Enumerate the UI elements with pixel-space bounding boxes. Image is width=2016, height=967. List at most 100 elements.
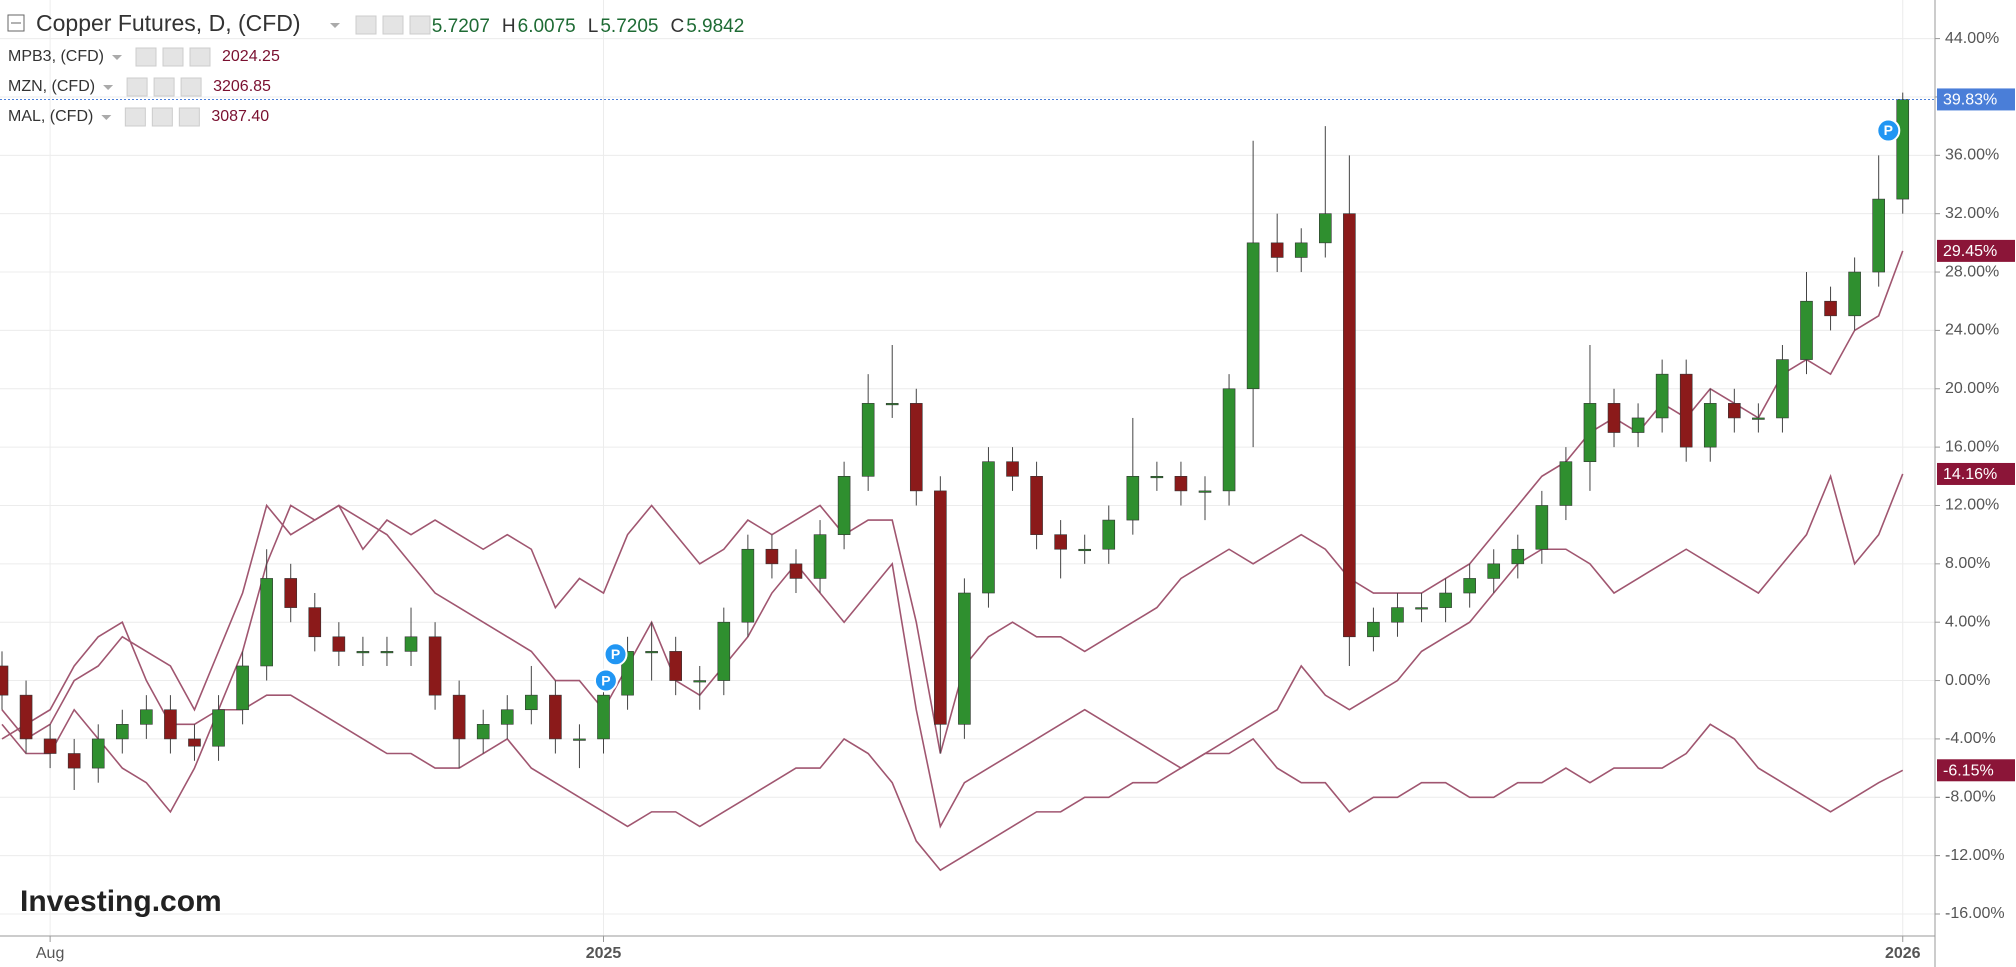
legend-icon[interactable]: [189, 47, 211, 67]
dropdown-arrow[interactable]: [101, 115, 112, 120]
candle-body: [1054, 534, 1067, 550]
legend-icon[interactable]: [126, 77, 148, 97]
y-tick-label: 16.00%: [1945, 438, 1999, 455]
candle-body: [837, 475, 851, 535]
x-tick-label: Aug: [36, 945, 64, 962]
last-value-label: 29.45%: [1943, 243, 1997, 260]
last-value-box: [1937, 462, 2015, 485]
dropdown-arrow[interactable]: [330, 23, 340, 28]
y-tick-label: -16.00%: [1945, 905, 2005, 922]
candle-body: [1631, 417, 1645, 433]
y-tick-label: 28.00%: [1945, 263, 1999, 280]
candle-body: [549, 694, 562, 740]
candle-body: [885, 403, 899, 406]
candle-body: [693, 680, 707, 683]
legend-icon[interactable]: [382, 15, 404, 35]
candle-body: [1222, 388, 1236, 492]
y-tick-label: 8.00%: [1945, 555, 1990, 572]
candle-body: [1294, 242, 1308, 258]
marker-label: P: [601, 672, 610, 688]
legend-icon[interactable]: [409, 15, 431, 35]
candle-body: [476, 724, 490, 740]
legend-icon[interactable]: [151, 107, 173, 127]
legend-icon[interactable]: [178, 107, 200, 127]
candle-body: [428, 636, 442, 696]
y-tick-label: 24.00%: [1945, 322, 1999, 339]
legend-icon[interactable]: [135, 47, 157, 67]
candle-body: [525, 694, 538, 711]
candle-body: [1319, 213, 1332, 244]
candle-body: [1270, 242, 1284, 258]
candle-body: [1872, 198, 1885, 273]
candle-body: [1752, 417, 1765, 420]
marker[interactable]: [1876, 118, 1901, 143]
candle-body: [1607, 403, 1621, 433]
candle-body: [1535, 505, 1549, 550]
marker-label: P: [1884, 122, 1893, 138]
candle-body: [212, 709, 225, 747]
last-value-box: [1937, 239, 2015, 262]
candle-body: [1246, 242, 1260, 390]
candle-body: [1655, 373, 1669, 419]
candle-body: [116, 724, 129, 740]
candle-body: [789, 563, 803, 579]
y-tick-label: 36.00%: [1945, 147, 1999, 164]
legend-name: MZN, (CFD): [8, 78, 95, 95]
candle-body: [332, 636, 346, 652]
legend-icon[interactable]: [162, 47, 184, 67]
candle-body: [1463, 578, 1476, 594]
candle-body: [597, 694, 610, 740]
y-tick-label: 44.00%: [1945, 30, 1999, 47]
legend: Copper Futures, D, (CFD) O5.7207H6.0075L…: [7, 10, 744, 127]
candle-body: [909, 403, 923, 492]
candle-body: [164, 709, 177, 740]
legend-icon[interactable]: [355, 15, 377, 35]
candle-body: [43, 738, 57, 754]
y-tick-label: -4.00%: [1945, 730, 1996, 747]
candle-body: [1174, 475, 1188, 492]
legend-last: 2024.25: [222, 48, 280, 65]
legend-icon[interactable]: [180, 77, 202, 97]
x-tick-label: 2026: [1885, 945, 1921, 962]
y-tick-label: 0.00%: [1945, 672, 1990, 689]
series-line: [1, 621, 1904, 872]
x-tick-label: 2025: [586, 945, 622, 962]
candle-body: [861, 403, 875, 477]
candle-body: [741, 548, 755, 623]
last-value-label: -6.15%: [1943, 763, 1994, 780]
candle-body: [188, 738, 201, 747]
candle-body: [813, 534, 827, 579]
candle-body: [1102, 519, 1116, 550]
ohlc-key: C: [670, 16, 684, 37]
candle-body: [1800, 300, 1813, 360]
ohlc-value: 5.9842: [686, 16, 744, 37]
candle-body: [1150, 475, 1164, 479]
candle-body: [982, 461, 995, 594]
candle-body: [765, 548, 779, 565]
dropdown-arrow[interactable]: [112, 55, 122, 60]
dropdown-arrow[interactable]: [103, 85, 114, 90]
candle-body: [1559, 461, 1573, 506]
candle-body: [380, 651, 394, 654]
candle-body: [1078, 548, 1091, 552]
candle-body: [1896, 99, 1910, 200]
collapse-icon[interactable]: [7, 14, 25, 32]
ohlc-value: 6.0075: [518, 16, 576, 37]
candle-body: [91, 738, 105, 769]
y-tick-label: -12.00%: [1945, 847, 2005, 864]
candle-body: [717, 621, 731, 681]
legend-icon[interactable]: [124, 107, 146, 127]
candle-body: [19, 694, 33, 740]
candle-body: [500, 709, 514, 725]
watermark: Investing.com: [20, 885, 222, 918]
legend-icon[interactable]: [153, 77, 175, 97]
marker[interactable]: [593, 668, 618, 693]
plot-area: PPP: [0, 92, 1935, 872]
y-tick-label: 4.00%: [1945, 613, 1990, 630]
candle-body: [356, 651, 370, 654]
candle-body: [1415, 607, 1428, 610]
marker[interactable]: [603, 642, 628, 667]
y-tick-label: 32.00%: [1945, 205, 1999, 222]
